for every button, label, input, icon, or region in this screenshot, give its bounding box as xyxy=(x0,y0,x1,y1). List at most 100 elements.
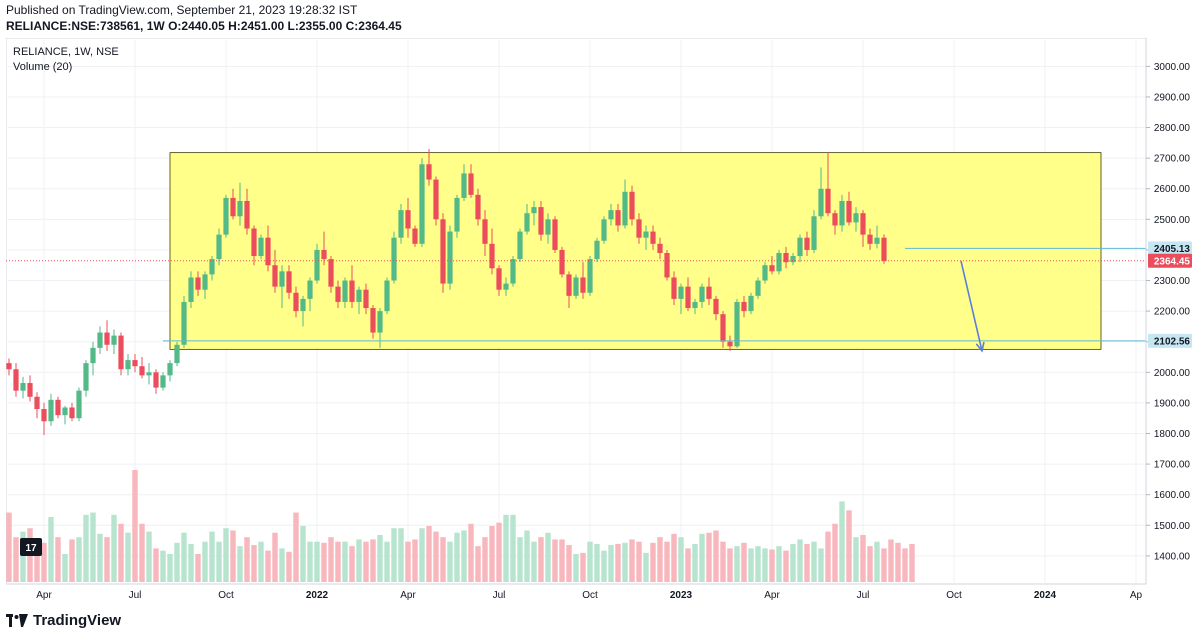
candle-body xyxy=(748,295,754,312)
candle-body xyxy=(650,231,656,244)
volume-bar xyxy=(895,542,901,582)
volume-bar xyxy=(454,532,460,582)
candle-body xyxy=(48,399,54,422)
candle-body xyxy=(601,219,607,241)
volume-bar xyxy=(20,531,26,582)
volume-bar xyxy=(811,541,817,582)
volume-bar xyxy=(356,539,362,582)
volume-bar xyxy=(167,554,173,582)
candle-body xyxy=(776,252,782,272)
price-chart[interactable]: 1400.00 1500.00 1600.00 1700.00 1800.00 1900.… xyxy=(6,38,1196,604)
price-tick-label: 2200.00 xyxy=(1154,307,1191,318)
candle-body xyxy=(832,213,838,226)
volume-bar xyxy=(867,546,873,582)
volume-bar xyxy=(34,546,40,582)
volume-bar xyxy=(622,542,628,582)
volume-bar xyxy=(531,541,537,582)
candle-body xyxy=(629,191,635,220)
candle-body xyxy=(398,210,404,238)
close-value: 2364.45 xyxy=(358,19,402,33)
candle-body xyxy=(97,332,103,348)
candle-body xyxy=(90,347,96,364)
time-tick-label: 2024 xyxy=(1034,590,1057,601)
volume-bar xyxy=(265,550,271,582)
volume-bar xyxy=(888,539,894,582)
volume-bar xyxy=(832,523,838,582)
candle-body xyxy=(720,314,726,342)
candle-body xyxy=(664,252,670,278)
time-tick-label: Ap xyxy=(1130,590,1143,601)
volume-bar xyxy=(223,528,229,582)
volume-bar xyxy=(713,530,719,582)
volume-bar xyxy=(853,537,859,582)
volume-bar xyxy=(433,531,439,582)
candle-body xyxy=(454,197,460,232)
volume-bar xyxy=(6,512,12,582)
volume-bar xyxy=(552,539,558,582)
chart-area[interactable]: 1400.00 1500.00 1600.00 1700.00 1800.00 1900.… xyxy=(6,38,1196,604)
volume-bar xyxy=(909,543,915,582)
candle-body xyxy=(167,363,173,376)
time-tick-label: 2023 xyxy=(670,590,693,601)
candle-body xyxy=(797,237,803,257)
candle-body xyxy=(307,280,313,299)
tradingview-logo[interactable]: TradingView xyxy=(6,612,121,629)
volume-bar xyxy=(384,541,390,582)
candle-body xyxy=(258,237,264,257)
candle-body xyxy=(160,375,166,388)
volume-bar xyxy=(664,541,670,582)
candle-body xyxy=(27,383,33,397)
candle-body xyxy=(643,231,649,238)
low-value: 2355.00 xyxy=(298,19,343,33)
candle-body xyxy=(272,265,278,287)
volume-bar xyxy=(132,470,138,582)
candle-body xyxy=(545,219,551,235)
volume-bar xyxy=(412,539,418,582)
candle-body xyxy=(699,286,705,302)
volume-bar xyxy=(594,543,600,582)
candle-body xyxy=(132,360,138,367)
volume-bar xyxy=(321,542,327,582)
candle-body xyxy=(62,407,68,416)
candle-body xyxy=(671,277,677,299)
candle-body xyxy=(181,301,187,345)
candle-body xyxy=(846,200,852,223)
volume-bar xyxy=(748,548,754,582)
volume-bar xyxy=(776,546,782,582)
candle-body xyxy=(293,292,299,312)
volume-bar xyxy=(741,542,747,582)
candle-body xyxy=(468,173,474,195)
volume-bar xyxy=(517,537,523,582)
volume-bar xyxy=(195,554,201,582)
volume-bar xyxy=(818,548,824,582)
volume-bar xyxy=(419,528,425,582)
volume-bar xyxy=(769,549,775,582)
volume-bar xyxy=(573,554,579,582)
volume-bar xyxy=(244,537,250,582)
volume-bar xyxy=(202,541,208,582)
volume-bar xyxy=(440,537,446,582)
volume-bar xyxy=(174,542,180,582)
candle-body xyxy=(482,219,488,244)
volume-bar xyxy=(783,550,789,582)
volume-bar xyxy=(230,530,236,582)
price-tick-label: 2500.00 xyxy=(1154,215,1191,226)
candle-body xyxy=(769,265,775,272)
time-tick-label: Apr xyxy=(400,590,416,601)
volume-bar xyxy=(755,546,761,582)
candle-body xyxy=(860,213,866,235)
level-price-label: 2405.13 xyxy=(1154,244,1191,255)
price-tick-label: 1900.00 xyxy=(1154,398,1191,409)
candle-body xyxy=(790,256,796,263)
volume-bar xyxy=(13,537,19,582)
price-tick-label: 1800.00 xyxy=(1154,429,1191,440)
candle-body xyxy=(615,210,621,226)
open-value: 2440.05 xyxy=(181,19,225,33)
volume-bar xyxy=(559,539,565,582)
volume-bar xyxy=(496,522,502,582)
volume-bar xyxy=(608,545,614,582)
level-price-tag xyxy=(1148,333,1192,348)
candle-body xyxy=(552,219,558,250)
volume-bar xyxy=(524,530,530,582)
volume-bar xyxy=(328,537,334,582)
